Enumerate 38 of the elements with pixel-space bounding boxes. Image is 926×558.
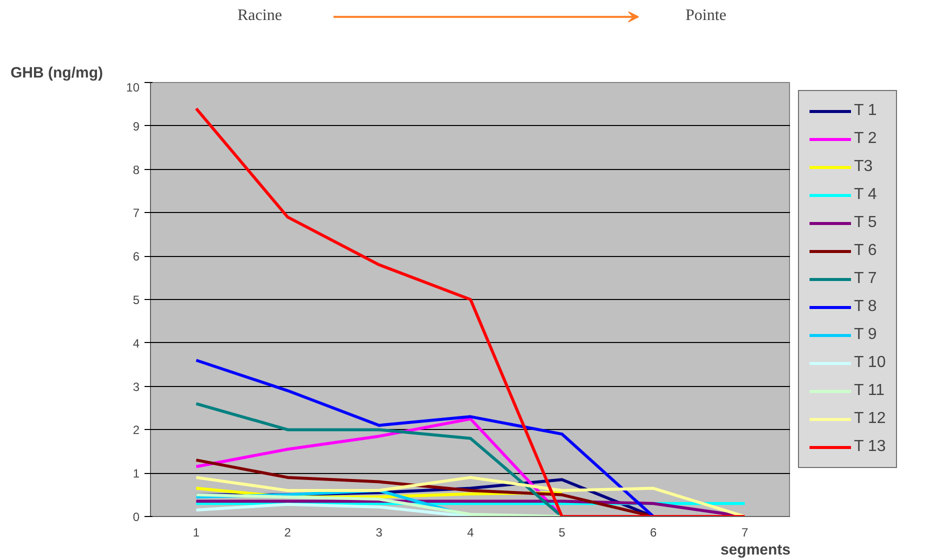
y-tick-label: 2 [132, 423, 140, 438]
x-tick-label: 2 [284, 526, 292, 540]
legend-label: T 10 [854, 354, 886, 372]
x-tick-label: 1 [192, 526, 200, 540]
line-series [194, 358, 655, 516]
legend-label: T 7 [854, 270, 877, 288]
y-tick-label: 8 [132, 162, 140, 177]
line-series [194, 476, 746, 516]
y-tick-label: 3 [132, 380, 140, 394]
legend-label: T 4 [854, 186, 877, 204]
y-tick-label: 6 [132, 250, 140, 264]
x-tick-label: 7 [741, 526, 748, 540]
text: Pointe [686, 6, 726, 24]
y-tick-label: 1 [132, 466, 140, 481]
y-tick-label: 5 [132, 293, 140, 307]
line-series [194, 107, 746, 516]
legend-label: T 6 [854, 242, 877, 260]
legend-label: T 9 [854, 326, 877, 344]
x-tick-label: 6 [650, 526, 658, 540]
legend-label: T 2 [854, 130, 877, 148]
legend-label: T 8 [854, 298, 877, 316]
legend-label: T 5 [854, 214, 877, 232]
y-tick-label: 0 [132, 510, 140, 524]
x-tick-label: 4 [467, 526, 474, 540]
y-axis-title: GHB (ng/mg) [10, 64, 103, 82]
text: Racine [238, 6, 282, 24]
legend-label: T 1 [854, 102, 877, 120]
legend-label: T 13 [854, 438, 886, 456]
legend-label: T 11 [854, 382, 885, 400]
x-axis-title: segments [720, 542, 791, 558]
x-tick-label: 3 [376, 526, 383, 540]
y-tick-label: 7 [132, 206, 140, 220]
legend-label: T 12 [854, 410, 886, 428]
legend-label: T3 [854, 158, 874, 176]
y-tick-label: 4 [132, 336, 140, 350]
x-tick-label: 5 [558, 526, 566, 540]
y-tick-label: 10 [126, 80, 140, 94]
y-tick-label: 9 [132, 119, 140, 134]
